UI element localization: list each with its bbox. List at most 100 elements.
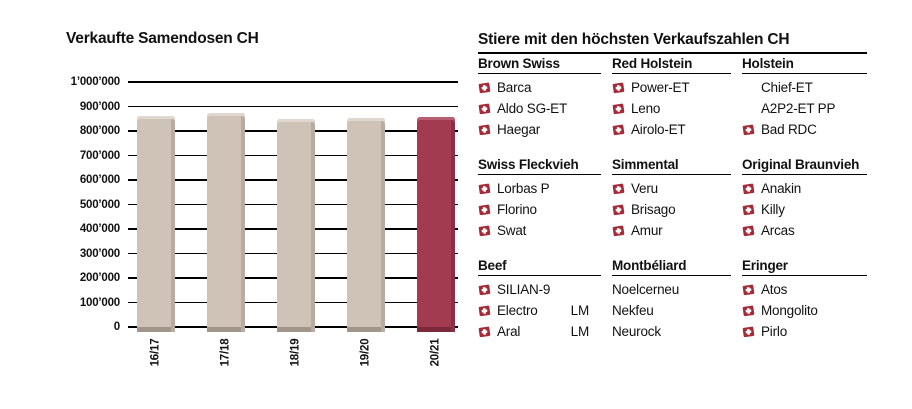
bar-16/17 [137,116,175,332]
swiss-flag-icon [478,284,491,295]
bull-name: SILIAN-9 [497,282,551,297]
bull-cell: Neurock [612,321,731,342]
bull-name: Brisago [631,202,676,217]
x-axis-tick-label: 20/21 [429,338,442,367]
swiss-flag-icon [612,82,625,93]
gridline [128,105,458,108]
breed-header: Holstein [742,56,867,74]
x-axis-tick-label: 17/18 [219,338,232,367]
breed-header: Montbéliard [612,258,731,276]
table-row: Lorbas P Veru Anakin [478,178,867,199]
bull-cell: Veru [612,178,731,199]
group-rows: Barca Power-ET Chief-ET Aldo SG-ET Leno A2P2-… [478,74,867,140]
breed-header: Brown Swiss [478,56,601,74]
breed-header: Swiss Fleckvieh [478,157,601,175]
bull-cell: Mongolito [742,300,867,321]
bull-cell: Noelcerneu [612,279,731,300]
swiss-flag-icon [742,204,755,215]
bar-18/19 [277,119,315,332]
bull-name: Amur [631,223,663,238]
table-row: Aral LM Neurock Pirlo [478,321,867,342]
bull-cell: Haegar [478,119,601,140]
y-axis-tick-label: 0 [113,321,120,333]
swiss-flag-icon [612,204,625,215]
bull-name: Barca [497,80,532,95]
breed-group: Beef Montbéliard Eringer SILIAN-9 Noelcerneu… [478,258,867,342]
swiss-flag-icon [478,305,491,316]
bull-cell: Killy [742,199,867,220]
table-row: Swat Amur Arcas [478,220,867,241]
bull-cell: Atos [742,279,867,300]
table-row: Barca Power-ET Chief-ET [478,77,867,98]
table-row: Aldo SG-ET Leno A2P2-ET PP [478,98,867,119]
group-rows: SILIAN-9 Noelcerneu Atos Electro LM Nekfeu Mon… [478,276,867,342]
stiere-table-panel: Stiere mit den höchsten Verkaufszahlen C… [478,31,867,342]
bull-cell: Swat [478,220,601,241]
group-header-row: Swiss Fleckvieh Simmental Original Braunvi… [478,157,867,175]
y-axis-tick-label: 100’000 [79,296,120,309]
table-row: Haegar Airolo-ET Bad RDC [478,119,867,140]
swiss-flag-icon [742,124,755,135]
swiss-flag-icon [478,124,491,135]
group-header-row: Brown Swiss Red Holstein Holstein [478,56,867,74]
table-row: Florino Brisago Killy [478,199,867,220]
bull-cell: Leno [612,98,731,119]
y-axis-tick-label: 300’000 [79,247,120,260]
swiss-flag-icon [742,326,755,337]
bull-name: Aldo SG-ET [497,101,568,116]
group-header-row: Beef Montbéliard Eringer [478,258,867,276]
table-row: SILIAN-9 Noelcerneu Atos [478,279,867,300]
group-rows: Lorbas P Veru Anakin Florino Brisago Killy Swa… [478,175,867,241]
bull-cell: Lorbas P [478,178,601,199]
bull-suffix: LM [570,324,590,339]
breed-header: Eringer [742,258,867,276]
swiss-flag-icon [478,183,491,194]
bull-cell: Pirlo [742,321,867,342]
bull-cell: Nekfeu [612,300,731,321]
swiss-flag-icon [478,326,491,337]
bar-20/21 [417,117,455,332]
swiss-flag-icon [612,183,625,194]
breed-header: Beef [478,258,601,276]
bull-cell: Amur [612,220,731,241]
bull-cell: Bad RDC [742,119,867,140]
y-axis-tick-label: 400’000 [79,223,120,235]
bull-name: Neurock [612,324,661,339]
bull-cell: A2P2-ET PP [742,98,867,119]
swiss-flag-icon [742,183,755,194]
bull-cell: Airolo-ET [612,119,731,140]
bull-cell: SILIAN-9 [478,279,601,300]
bull-cell: Aral LM [478,321,601,342]
bull-suffix: LM [570,303,590,318]
chart-title: Verkaufte Samendosen CH [66,30,259,47]
y-axis-tick-label: 800’000 [79,125,120,137]
bull-name: Airolo-ET [631,122,686,137]
bull-cell: Barca [478,77,601,98]
bull-name: Swat [497,223,527,238]
x-axis-tick-label: 19/20 [359,338,372,367]
bull-name: Noelcerneu [612,282,680,297]
bar-17/18 [207,113,245,332]
y-axis-tick-label: 200’000 [79,272,120,284]
bull-name: Atos [761,282,788,297]
swiss-flag-icon [478,225,491,236]
y-axis-tick-label: 500’000 [79,198,120,211]
bull-name: Florino [497,202,537,217]
gridline [128,81,458,83]
table-row: Electro LM Nekfeu Mongolito [478,300,867,321]
bull-cell: Aldo SG-ET [478,98,601,119]
table-title: Stiere mit den höchsten Verkaufszahlen C… [478,31,867,54]
bull-name: Leno [631,101,661,116]
swiss-flag-icon [742,225,755,236]
y-axis-tick-label: 1’000’000 [70,76,121,88]
bar-19/20 [347,118,385,332]
swiss-flag-icon [478,103,491,114]
y-axis-tick-label: 600’000 [79,174,120,186]
breed-group: Brown Swiss Red Holstein Holstein Barca Powe… [478,56,867,140]
bull-cell: Chief-ET [742,77,867,98]
bull-name: Lorbas P [497,181,550,196]
bar-chart-plot: 0 100’000 200’000 300’000 400’000 500’000 600’… [71,76,458,366]
y-axis-tick-label: 700’000 [79,149,120,162]
bull-name: Electro [497,303,538,318]
